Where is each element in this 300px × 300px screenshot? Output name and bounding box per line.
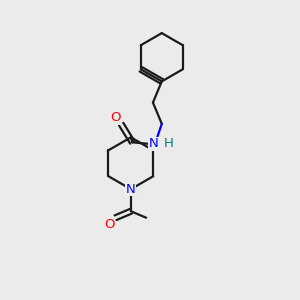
Text: N: N	[149, 137, 158, 150]
Text: O: O	[104, 218, 114, 231]
Text: H: H	[164, 137, 174, 150]
Text: O: O	[111, 111, 121, 124]
Text: N: N	[126, 183, 136, 196]
